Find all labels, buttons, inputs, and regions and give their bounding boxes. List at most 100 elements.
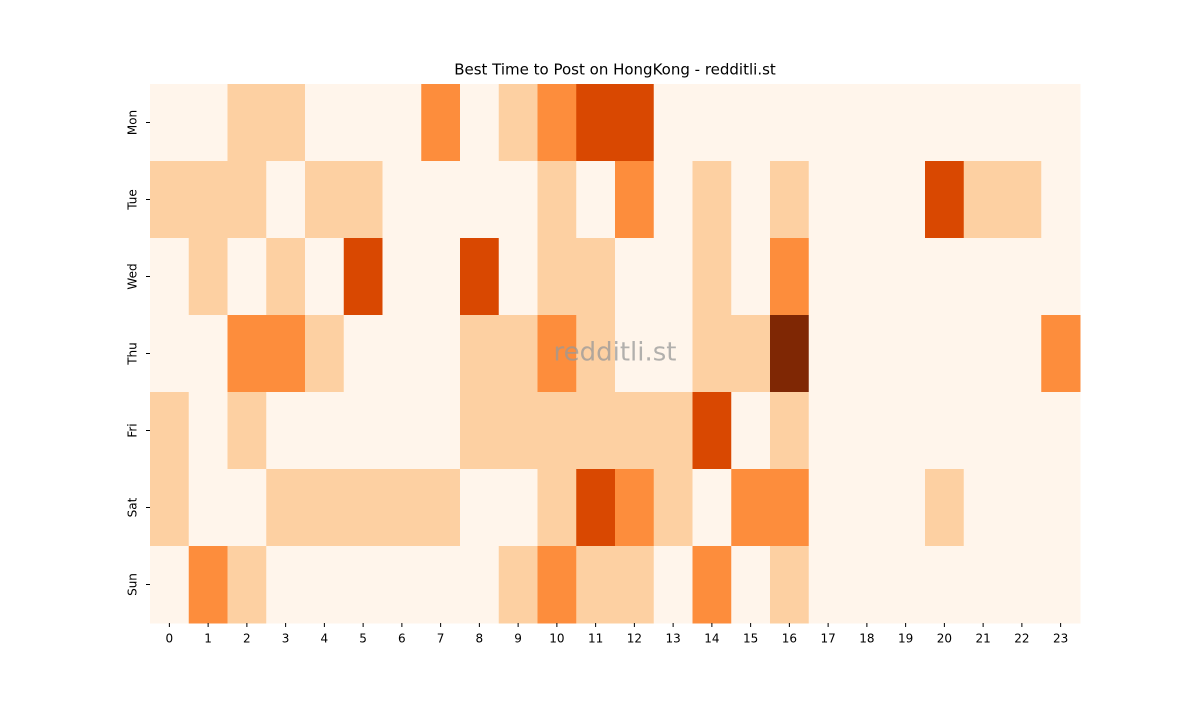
heat-cell: [537, 84, 577, 162]
heat-cell: [343, 238, 383, 316]
heat-cell: [1041, 392, 1081, 470]
heat-cell: [498, 392, 538, 470]
heat-cell: [925, 161, 965, 239]
heat-cell: [692, 161, 732, 239]
heat-cell: [925, 392, 965, 470]
y-tick-label: Sun: [126, 573, 140, 596]
y-tick-label: Thu: [126, 342, 140, 366]
heat-cell: [886, 469, 926, 547]
heat-cell: [808, 238, 848, 316]
heat-cell: [343, 315, 383, 393]
heat-cell: [266, 546, 306, 624]
x-tick-label: 19: [898, 632, 913, 646]
heat-cell: [1002, 238, 1042, 316]
heat-cell: [305, 469, 345, 547]
heat-cell: [498, 546, 538, 624]
heat-cell: [460, 315, 500, 393]
heat-cell: [963, 315, 1003, 393]
heat-cell: [615, 392, 655, 470]
heat-cell: [188, 84, 228, 162]
x-tick-label: 0: [166, 632, 174, 646]
heat-cell: [653, 469, 693, 547]
heat-cell: [498, 238, 538, 316]
heat-cell: [1002, 469, 1042, 547]
heat-cell: [266, 469, 306, 547]
x-tick-label: 10: [549, 632, 564, 646]
heat-cell: [886, 546, 926, 624]
heat-cell: [576, 161, 616, 239]
heat-cell: [692, 238, 732, 316]
heat-cell: [421, 546, 461, 624]
heat-cell: [382, 238, 422, 316]
heat-cell: [847, 84, 887, 162]
heat-cell: [537, 238, 577, 316]
x-tick-label: 17: [820, 632, 835, 646]
heat-cell: [653, 392, 693, 470]
heat-cell: [227, 84, 267, 162]
heat-cell: [266, 392, 306, 470]
x-tick-label: 18: [859, 632, 874, 646]
heat-cell: [1002, 84, 1042, 162]
heat-cell: [150, 84, 190, 162]
heat-cell: [421, 238, 461, 316]
heat-cell: [847, 238, 887, 316]
heat-cell: [1041, 469, 1081, 547]
heat-cell: [886, 238, 926, 316]
x-tick-label: 16: [782, 632, 797, 646]
heat-cell: [653, 84, 693, 162]
heat-cell: [421, 392, 461, 470]
heat-cell: [382, 469, 422, 547]
heat-cell: [227, 546, 267, 624]
heat-cell: [421, 84, 461, 162]
heat-cell: [692, 392, 732, 470]
heat-cell: [460, 469, 500, 547]
x-tick-label: 15: [743, 632, 758, 646]
heat-cell: [382, 84, 422, 162]
heat-cell: [808, 161, 848, 239]
heat-cell: [770, 84, 810, 162]
heat-cell: [460, 238, 500, 316]
heat-cell: [343, 161, 383, 239]
heat-cell: [266, 315, 306, 393]
heat-cell: [731, 84, 771, 162]
x-tick-label: 13: [665, 632, 680, 646]
heat-cell: [343, 392, 383, 470]
x-tick-label: 23: [1053, 632, 1068, 646]
x-tick-label: 8: [476, 632, 484, 646]
heat-cell: [150, 315, 190, 393]
x-tick-label: 6: [398, 632, 406, 646]
heat-cell: [808, 392, 848, 470]
heat-cell: [460, 546, 500, 624]
heat-cell: [847, 546, 887, 624]
heat-cell: [1002, 161, 1042, 239]
heat-cell: [150, 392, 190, 470]
heat-cell: [576, 238, 616, 316]
y-tick-label: Sat: [126, 497, 140, 517]
heat-cell: [382, 161, 422, 239]
heat-cell: [1002, 315, 1042, 393]
heat-cell: [537, 392, 577, 470]
x-tick-label: 4: [321, 632, 329, 646]
heat-cell: [227, 392, 267, 470]
x-tick-label: 20: [937, 632, 952, 646]
heat-cell: [886, 392, 926, 470]
x-tick-label: 2: [243, 632, 251, 646]
heat-cell: [731, 315, 771, 393]
heat-cell: [537, 315, 577, 393]
heat-cell: [808, 315, 848, 393]
heat-cell: [305, 84, 345, 162]
heat-cell: [692, 84, 732, 162]
heat-cell: [731, 469, 771, 547]
heat-cell: [421, 315, 461, 393]
heat-cell: [653, 238, 693, 316]
heat-cell: [305, 238, 345, 316]
y-tick-label: Fri: [126, 423, 140, 437]
heat-cell: [731, 161, 771, 239]
x-tick-label: 21: [975, 632, 990, 646]
heat-cell: [770, 392, 810, 470]
x-tick-label: 5: [359, 632, 367, 646]
heat-cell: [808, 84, 848, 162]
x-tick-label: 7: [437, 632, 445, 646]
heat-cell: [692, 315, 732, 393]
